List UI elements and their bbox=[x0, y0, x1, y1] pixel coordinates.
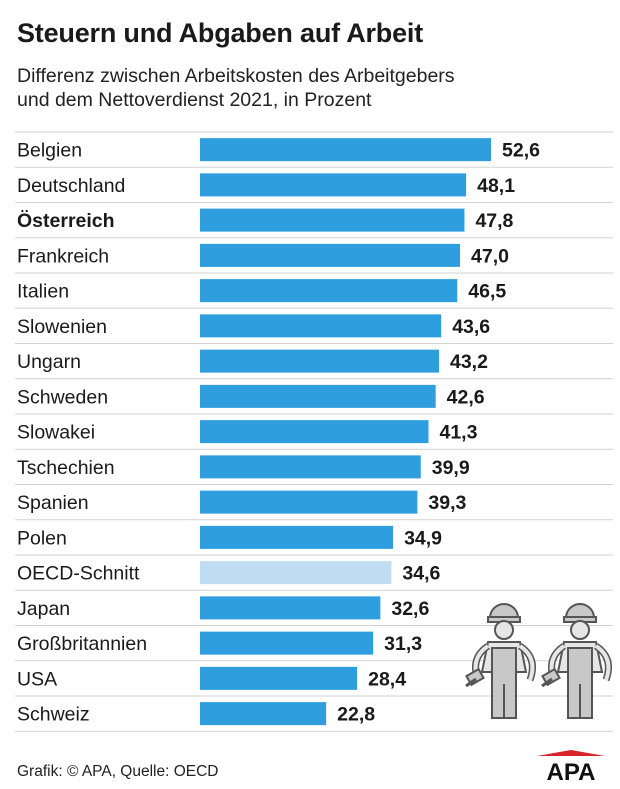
worker-right-icon bbox=[541, 603, 612, 719]
category-label: USA bbox=[17, 668, 57, 690]
category-label: Belgien bbox=[17, 140, 82, 162]
bar bbox=[200, 631, 374, 655]
value-label: 39,9 bbox=[432, 457, 470, 479]
bar bbox=[200, 243, 461, 267]
category-label: Tschechien bbox=[17, 457, 115, 479]
bar bbox=[200, 384, 436, 408]
bar bbox=[200, 490, 418, 514]
value-label: 43,2 bbox=[450, 351, 488, 373]
category-label: Großbritannien bbox=[17, 633, 147, 655]
bar bbox=[200, 173, 467, 197]
bar bbox=[200, 420, 429, 444]
category-label: Ungarn bbox=[17, 351, 81, 373]
subtitle-line-2: und dem Nettoverdienst 2021, in Prozent bbox=[17, 89, 372, 111]
bars-layer: Belgien 52,6 Deutschland 48,1 Österreich 47,8… bbox=[15, 131, 613, 732]
category-label: Japan bbox=[17, 598, 70, 620]
category-label: Slowakei bbox=[17, 422, 95, 444]
value-label: 41,3 bbox=[439, 422, 477, 444]
category-label: Polen bbox=[17, 527, 67, 549]
svg-text:APA: APA bbox=[547, 759, 596, 782]
category-label: Slowenien bbox=[17, 316, 107, 338]
bar bbox=[200, 702, 327, 726]
apa-logo: APA bbox=[537, 750, 605, 782]
worker-left-icon bbox=[465, 603, 536, 719]
value-label: 32,6 bbox=[391, 598, 429, 620]
bar bbox=[200, 561, 392, 585]
bar bbox=[200, 596, 381, 620]
bar bbox=[200, 138, 491, 162]
value-label: 28,4 bbox=[368, 668, 406, 690]
bar bbox=[200, 455, 421, 479]
value-label: 34,9 bbox=[404, 527, 442, 549]
category-label: Frankreich bbox=[17, 245, 109, 267]
value-label: 46,5 bbox=[468, 281, 506, 303]
bar bbox=[200, 314, 442, 338]
value-label: 48,1 bbox=[477, 175, 515, 197]
bar bbox=[200, 208, 465, 232]
chart-subtitle: Differenz zwischen Arbeitskosten des Arb… bbox=[17, 64, 607, 112]
value-label: 42,6 bbox=[447, 386, 485, 408]
category-label: OECD-Schnitt bbox=[17, 563, 140, 585]
workers-illustration bbox=[465, 603, 612, 719]
value-label: 52,6 bbox=[502, 140, 540, 162]
bar bbox=[200, 279, 458, 303]
value-label: 34,6 bbox=[402, 563, 440, 585]
category-label: Spanien bbox=[17, 492, 89, 514]
bar bbox=[200, 349, 439, 373]
category-label: Deutschland bbox=[17, 175, 125, 197]
category-label: Österreich bbox=[17, 209, 115, 232]
value-label: 22,8 bbox=[337, 704, 375, 726]
bar bbox=[200, 666, 358, 690]
category-label: Schweden bbox=[17, 386, 108, 408]
source-footer: Grafik: © APA, Quelle: OECD bbox=[17, 763, 219, 780]
value-label: 31,3 bbox=[384, 633, 422, 655]
subtitle-line-1: Differenz zwischen Arbeitskosten des Arb… bbox=[17, 65, 455, 87]
value-label: 47,8 bbox=[475, 210, 513, 232]
category-label: Schweiz bbox=[17, 704, 90, 726]
category-label: Italien bbox=[17, 281, 69, 303]
value-label: 47,0 bbox=[471, 245, 509, 267]
value-label: 39,3 bbox=[428, 492, 466, 514]
bar bbox=[200, 525, 394, 549]
value-label: 43,6 bbox=[452, 316, 490, 338]
chart-title: Steuern und Abgaben auf Arbeit bbox=[17, 18, 424, 48]
